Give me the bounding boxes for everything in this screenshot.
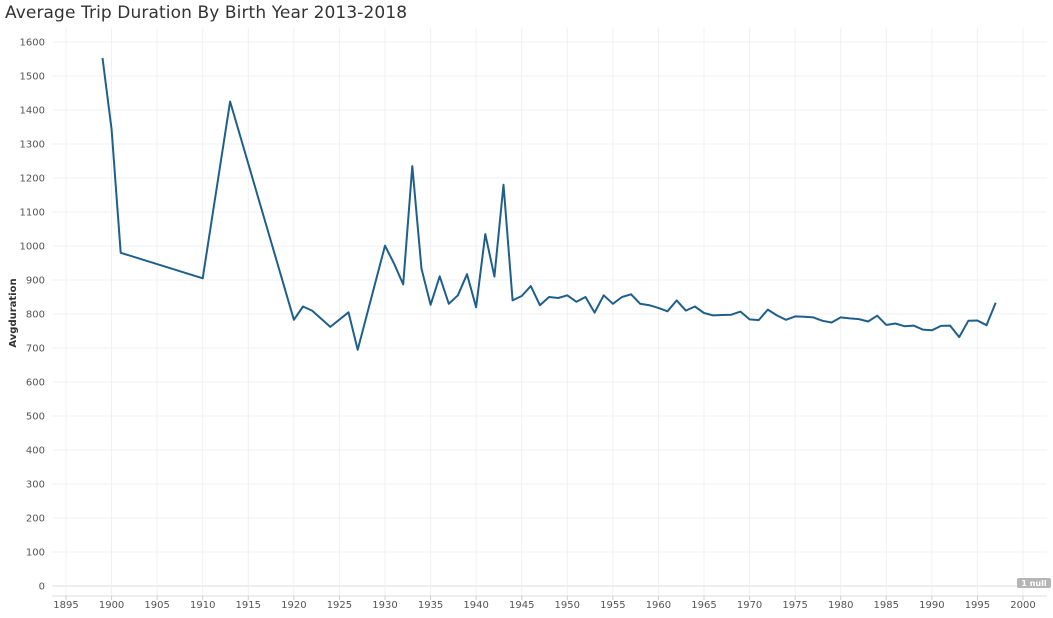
null-indicator[interactable]: 1 null <box>1017 578 1051 588</box>
y-tick-label: 500 <box>26 412 45 423</box>
x-axis-ticks: 1895 1900 1905 1910 1915 1920 1925 1930 1935 1940… <box>53 596 1036 611</box>
y-tick-label: 0 <box>39 582 45 593</box>
null-indicator-label: 1 null <box>1021 579 1046 588</box>
y-tick-label: 700 <box>26 344 45 355</box>
y-tick-label: 1300 <box>20 140 45 151</box>
y-tick-label: 600 <box>26 378 45 389</box>
x-tick-label: 1945 <box>509 600 534 611</box>
y-tick-label: 1600 <box>20 38 45 49</box>
x-tick-label: 1965 <box>691 600 716 611</box>
x-tick-label: 1975 <box>782 600 807 611</box>
null-indicator-badge[interactable] <box>1017 578 1051 588</box>
x-tick-label: 1930 <box>372 600 397 611</box>
y-tick-label: 1100 <box>20 208 45 219</box>
y-tick-label: 300 <box>26 480 45 491</box>
x-tick-label: 1990 <box>919 600 944 611</box>
y-tick-label: 1500 <box>20 72 45 83</box>
x-tick-label: 1985 <box>874 600 899 611</box>
y-tick-label: 900 <box>26 276 45 287</box>
y-tick-label: 400 <box>26 446 45 457</box>
x-tick-label: 1960 <box>646 600 671 611</box>
y-tick-label: 100 <box>26 548 45 559</box>
x-tick-label: 1970 <box>737 600 762 611</box>
x-tick-label: 1950 <box>555 600 580 611</box>
y-tick-label: 1000 <box>20 242 45 253</box>
x-tick-label: 1915 <box>236 600 261 611</box>
x-tick-label: 1895 <box>53 600 78 611</box>
y-tick-label: 1200 <box>20 174 45 185</box>
x-tick-label: 1935 <box>418 600 443 611</box>
x-tick-label: 1995 <box>965 600 990 611</box>
x-tick-label: 1980 <box>828 600 853 611</box>
chart-title: Average Trip Duration By Birth Year 2013… <box>5 3 408 23</box>
y-axis-ticks: 0 100 200 300 400 500 600 700 800 900 1000 1100 1200… <box>20 38 45 593</box>
x-tick-label: 1920 <box>281 600 306 611</box>
x-tick-label: 1910 <box>190 600 215 611</box>
x-tick-label: 1900 <box>99 600 124 611</box>
y-tick-label: 1400 <box>20 106 45 117</box>
x-tick-label: 1905 <box>144 600 169 611</box>
grid <box>52 28 1047 597</box>
x-tick-label: 2000 <box>1010 600 1035 611</box>
series-line <box>101 57 997 351</box>
y-axis-title: Avgduration <box>8 278 19 347</box>
x-tick-label: 1955 <box>600 600 625 611</box>
x-tick-label: 1925 <box>327 600 352 611</box>
y-tick-label: 800 <box>26 310 45 321</box>
y-tick-label: 200 <box>26 514 45 525</box>
x-tick-label: 1940 <box>463 600 488 611</box>
